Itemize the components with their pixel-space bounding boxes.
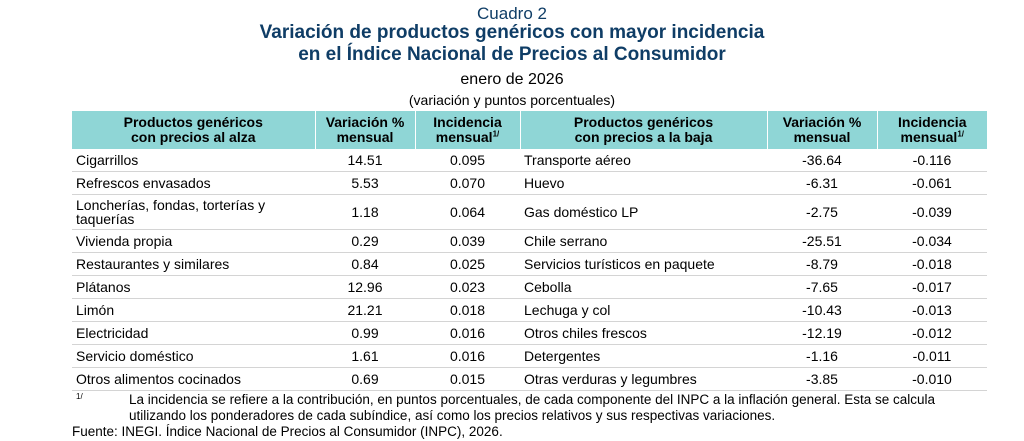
down-product-name: Chile serrano (520, 229, 767, 253)
up-variation: 12.96 (315, 275, 415, 299)
down-product-name: Gas doméstico LP (520, 194, 767, 230)
up-product-name: Loncherías, fondas, torterías y taquería… (72, 194, 315, 230)
up-incidence: 0.016 (415, 344, 520, 368)
down-incidence: -0.013 (877, 298, 987, 322)
up-variation: 5.53 (315, 171, 415, 195)
table-row: Restaurantes y similares 0.84 0.025 Servici… (72, 252, 987, 276)
down-variation: -6.31 (767, 171, 877, 195)
footnote-mark: 1/ (492, 129, 500, 139)
table-row: Refrescos envasados 5.53 0.070 Huevo -6.31 -0… (72, 171, 987, 195)
down-product-name: Huevo (520, 171, 767, 195)
down-incidence: -0.061 (877, 171, 987, 195)
up-product-name: Vivienda propia (72, 229, 315, 253)
up-product-name: Refrescos envasados (72, 171, 315, 195)
table-row: Limón 21.21 0.018 Lechuga y col -10.43 -0.013 (72, 298, 987, 322)
up-variation: 14.51 (315, 149, 415, 172)
table-row: Vivienda propia 0.29 0.039 Chile serrano -25… (72, 229, 987, 253)
down-incidence: -0.012 (877, 321, 987, 345)
up-variation: 1.61 (315, 344, 415, 368)
up-incidence: 0.016 (415, 321, 520, 345)
up-variation: 0.29 (315, 229, 415, 253)
footnote-mark: 1/ (957, 129, 964, 139)
up-incidence: 0.064 (415, 194, 520, 230)
table-units: (variación y puntos porcentuales) (408, 92, 616, 108)
down-variation: -36.64 (767, 149, 877, 172)
source-note: Fuente: INEGI. Índice Nacional de Precio… (72, 424, 503, 439)
down-incidence: -0.018 (877, 252, 987, 276)
up-variation: 0.69 (315, 367, 415, 391)
up-incidence: 0.023 (415, 275, 520, 299)
down-incidence: -0.011 (877, 344, 987, 368)
header-down-incidence: Incidencia mensual1/ (877, 111, 987, 149)
up-product-name: Servicio doméstico (72, 344, 315, 368)
footnote-text: La incidencia se refiere a la contribuci… (129, 392, 935, 423)
table-title-line2: en el Índice Nacional de Precios al Cons… (298, 44, 726, 65)
table-period: enero de 2026 (460, 71, 564, 88)
down-incidence: -0.116 (877, 149, 987, 172)
header-up-variation: Variación % mensual (315, 111, 416, 149)
down-variation: -12.19 (767, 321, 877, 345)
down-product-name: Servicios turísticos en paquete (520, 252, 767, 276)
up-incidence: 0.018 (415, 298, 520, 322)
down-incidence: -0.034 (877, 229, 987, 253)
table-row: Servicio doméstico 1.61 0.016 Detergentes -1… (72, 344, 987, 368)
down-incidence: -0.010 (877, 367, 987, 391)
table-title-line1: Variación de productos genéricos con may… (259, 22, 765, 43)
up-incidence: 0.039 (415, 229, 520, 253)
up-variation: 1.18 (315, 194, 415, 230)
up-product-name: Otros alimentos cocinados (72, 367, 315, 391)
up-incidence: 0.070 (415, 171, 520, 195)
table-row: Electricidad 0.99 0.016 Otros chiles fresco… (72, 321, 987, 345)
down-product-name: Otros chiles frescos (520, 321, 767, 345)
header-up-products: Productos genéricos con precios al alza (72, 111, 316, 149)
down-variation: -25.51 (767, 229, 877, 253)
down-variation: -3.85 (767, 367, 877, 391)
table-label: Cuadro 2 (477, 4, 547, 23)
down-product-name: Lechuga y col (520, 298, 767, 322)
down-product-name: Cebolla (520, 275, 767, 299)
header-down-variation: Variación % mensual (767, 111, 878, 149)
up-product-name: Plátanos (72, 275, 315, 299)
table-row: Cigarrillos 14.51 0.095 Transporte aéreo -36… (72, 149, 987, 172)
footnote-mark: 1/ (76, 392, 83, 401)
down-product-name: Otras verduras y legumbres (520, 367, 767, 391)
table-row: Loncherías, fondas, torterías y taquería… (72, 194, 987, 230)
down-incidence: -0.039 (877, 194, 987, 230)
table-row: Otros alimentos cocinados 0.69 0.015 Otras … (72, 367, 987, 391)
down-product-name: Detergentes (520, 344, 767, 368)
table-header-row: Productos genéricos con precios al alza V… (72, 111, 987, 149)
down-variation: -7.65 (767, 275, 877, 299)
up-incidence: 0.025 (415, 252, 520, 276)
up-incidence: 0.095 (415, 149, 520, 172)
incidence-table: Productos genéricos con precios al alza V… (72, 111, 987, 391)
table-row: Plátanos 12.96 0.023 Cebolla -7.65 -0.017 (72, 275, 987, 299)
down-incidence: -0.017 (877, 275, 987, 299)
header-up-incidence: Incidencia mensual1/ (415, 111, 521, 149)
down-variation: -1.16 (767, 344, 877, 368)
down-product-name: Transporte aéreo (520, 149, 767, 172)
up-variation: 0.99 (315, 321, 415, 345)
up-product-name: Limón (72, 298, 315, 322)
up-variation: 0.84 (315, 252, 415, 276)
down-variation: -2.75 (767, 194, 877, 230)
footnote: 1/ La incidencia se refiere a la contrib… (72, 392, 992, 424)
up-product-name: Cigarrillos (72, 149, 315, 172)
up-incidence: 0.015 (415, 367, 520, 391)
up-product-name: Restaurantes y similares (72, 252, 315, 276)
up-product-name: Electricidad (72, 321, 315, 345)
header-down-products: Productos genéricos con precios a la baja (520, 111, 768, 149)
down-variation: -8.79 (767, 252, 877, 276)
down-variation: -10.43 (767, 298, 877, 322)
table-title: Variación de productos genéricos con may… (0, 22, 1024, 66)
up-variation: 21.21 (315, 298, 415, 322)
